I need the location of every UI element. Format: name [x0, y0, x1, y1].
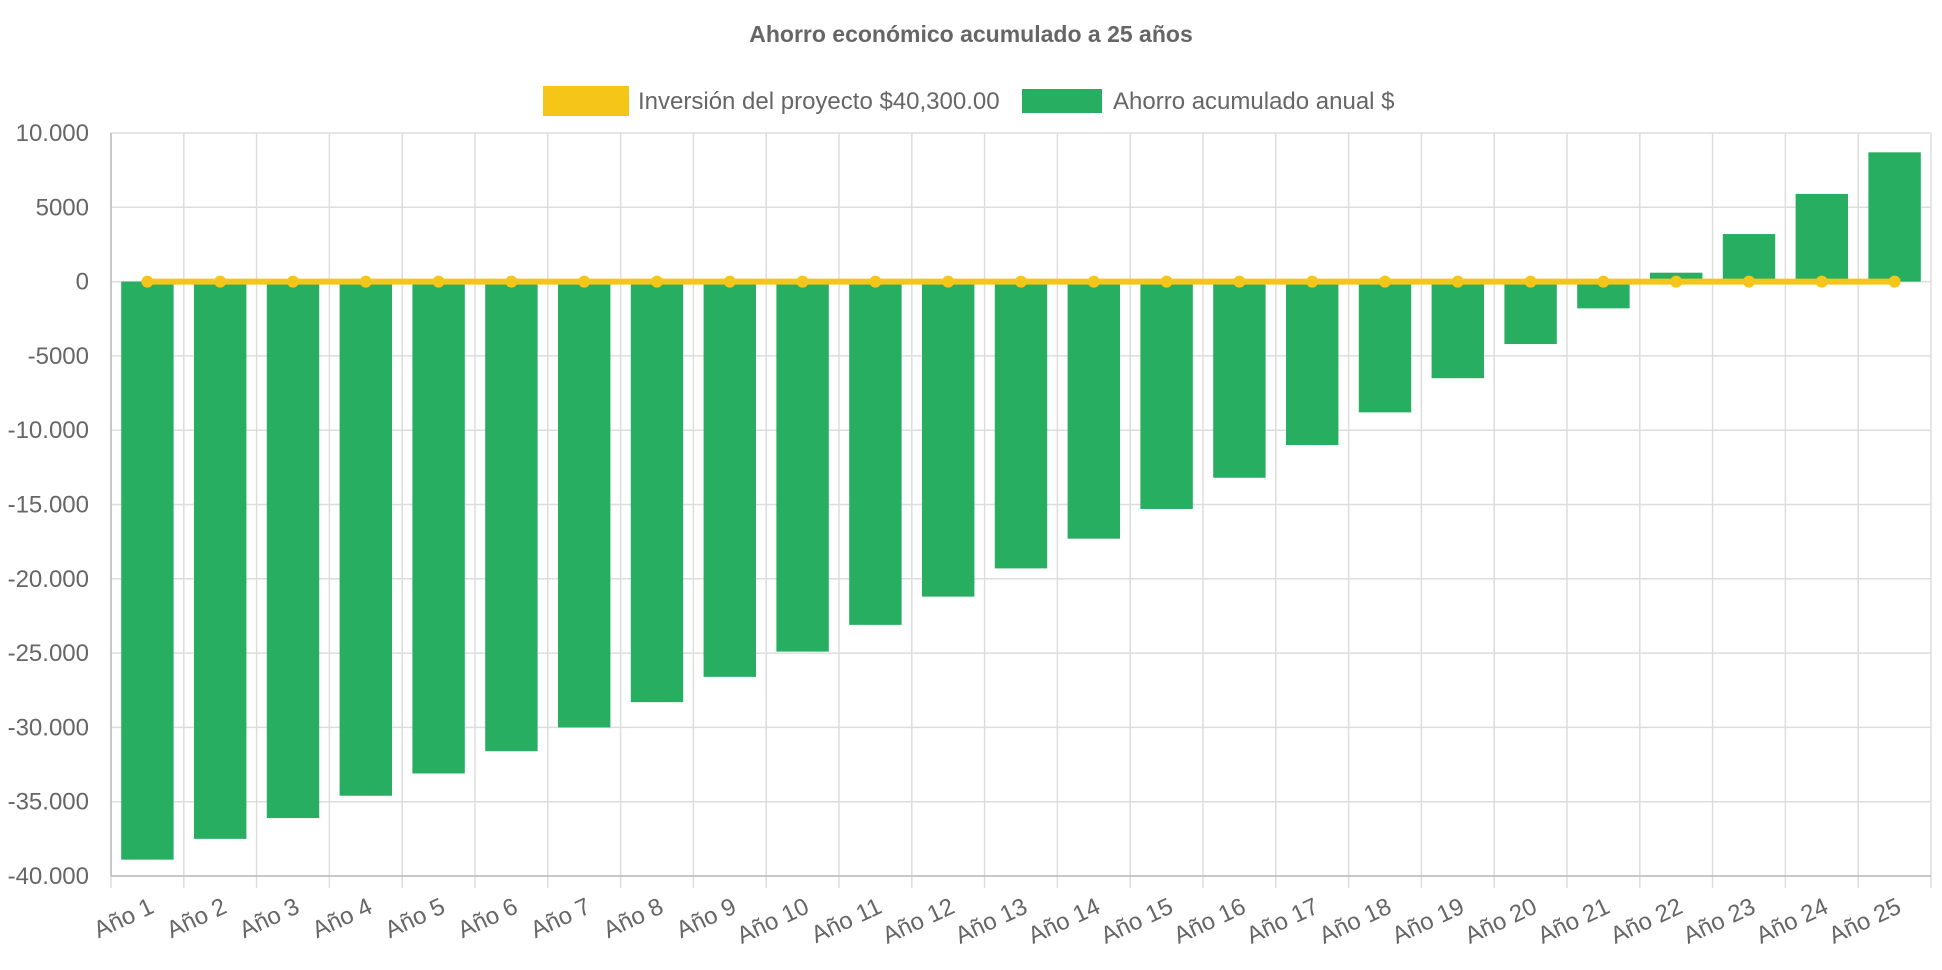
y-tick-label: -15.000	[8, 492, 89, 519]
x-tick-label: Año 14	[1024, 893, 1104, 950]
investment-point-3[interactable]	[287, 275, 299, 288]
x-tick-label: Año 17	[1242, 893, 1322, 950]
bar-23[interactable]	[1722, 234, 1776, 282]
bar-25[interactable]	[1868, 152, 1921, 282]
bar-1[interactable]	[121, 281, 174, 860]
x-tick-label: Año 4	[308, 893, 376, 944]
bar-17[interactable]	[1285, 281, 1339, 446]
x-tick-label: Año 13	[951, 893, 1031, 950]
bar-18[interactable]	[1358, 281, 1412, 413]
bar-7[interactable]	[557, 281, 611, 728]
bar-14[interactable]	[1067, 281, 1121, 539]
bar-15[interactable]	[1140, 281, 1193, 509]
x-tick-label: Año 25	[1825, 893, 1905, 950]
x-tick-label: Año 23	[1679, 893, 1759, 950]
investment-point-4[interactable]	[359, 275, 372, 288]
bar-2[interactable]	[193, 281, 247, 839]
bar-13[interactable]	[994, 281, 1048, 569]
bar-6[interactable]	[485, 281, 538, 752]
bar-8[interactable]	[630, 281, 684, 703]
y-tick-label: -10.000	[8, 417, 89, 444]
investment-point-10[interactable]	[796, 275, 809, 288]
x-tick-label: Año 20	[1461, 893, 1541, 950]
investment-point-23[interactable]	[1743, 275, 1755, 288]
investment-point-1[interactable]	[141, 275, 154, 288]
x-tick-label: Año 22	[1606, 893, 1686, 950]
x-tick-label: Año 1	[90, 893, 158, 944]
investment-point-24[interactable]	[1815, 275, 1828, 288]
bar-5[interactable]	[412, 281, 465, 774]
x-tick-label: Año 8	[599, 893, 667, 944]
bars	[121, 152, 1921, 860]
investment-point-19[interactable]	[1451, 275, 1464, 288]
investment-point-5[interactable]	[432, 275, 445, 288]
x-tick-label: Año 6	[454, 893, 522, 944]
x-tick-label: Año 5	[381, 893, 449, 944]
x-tick-label: Año 21	[1534, 893, 1614, 950]
investment-point-6[interactable]	[505, 275, 518, 288]
investment-point-7[interactable]	[578, 275, 591, 288]
x-tick-label: Año 11	[807, 893, 886, 949]
legend-swatch-savings[interactable]	[1022, 89, 1102, 113]
y-axis-ticks: 10.000 5000 0 -5000 -10.000 -15.000 -20.000 -25…	[8, 120, 89, 890]
y-tick-label: -5000	[28, 343, 89, 370]
bar-3[interactable]	[266, 281, 320, 819]
investment-point-16[interactable]	[1233, 275, 1246, 288]
chart-title: Ahorro económico acumulado a 25 años	[749, 21, 1193, 47]
bar-19[interactable]	[1431, 281, 1485, 379]
legend-label-investment[interactable]: Inversión del proyecto $40,300.00	[638, 88, 1000, 115]
x-tick-label: Año 2	[162, 893, 230, 944]
legend: Inversión del proyecto $40,300.00 Ahorro…	[543, 86, 1395, 116]
x-tick-label: Año 12	[878, 893, 958, 950]
investment-point-14[interactable]	[1087, 275, 1100, 288]
investment-point-25[interactable]	[1888, 275, 1901, 288]
investment-point-15[interactable]	[1160, 275, 1173, 288]
y-tick-label: -35.000	[8, 789, 89, 816]
x-tick-label: Año 24	[1752, 893, 1832, 950]
investment-point-18[interactable]	[1379, 275, 1391, 288]
investment-point-20[interactable]	[1524, 275, 1537, 288]
bar-12[interactable]	[921, 281, 975, 597]
x-axis-ticks: Año 1 Año 2 Año 3 Año 4 Año 5 Año 6 Año 7 Año 8…	[90, 893, 1905, 950]
investment-point-22[interactable]	[1670, 275, 1683, 288]
legend-swatch-investment[interactable]	[543, 86, 629, 116]
investment-point-13[interactable]	[1015, 275, 1027, 288]
y-tick-label: -40.000	[8, 863, 89, 890]
investment-points	[141, 275, 1901, 288]
x-tick-label: Año 18	[1315, 893, 1395, 950]
bar-24[interactable]	[1795, 193, 1849, 282]
bar-20[interactable]	[1504, 281, 1557, 345]
y-tick-label: -30.000	[8, 714, 89, 741]
y-tick-label: -25.000	[8, 640, 89, 667]
x-tick-label: Año 16	[1170, 893, 1250, 950]
y-tick-label: 10.000	[16, 120, 89, 147]
bar-4[interactable]	[339, 281, 393, 796]
bar-10[interactable]	[776, 281, 829, 652]
y-tick-label: 0	[76, 269, 89, 296]
x-tick-label: Año 10	[733, 893, 813, 950]
x-tick-label: Año 19	[1388, 893, 1468, 950]
x-tick-label: Año 7	[526, 893, 594, 944]
investment-point-21[interactable]	[1597, 275, 1610, 288]
bar-16[interactable]	[1213, 281, 1266, 478]
investment-point-11[interactable]	[869, 275, 882, 288]
x-tick-label: Año 3	[235, 893, 303, 944]
bar-9[interactable]	[703, 281, 757, 677]
x-tick-label: Año 15	[1097, 893, 1177, 950]
y-tick-label: -20.000	[8, 566, 89, 593]
x-tick-label: Año 9	[672, 893, 740, 944]
bar-11[interactable]	[849, 281, 902, 625]
investment-point-2[interactable]	[214, 275, 227, 288]
investment-point-12[interactable]	[942, 275, 955, 288]
legend-label-savings[interactable]: Ahorro acumulado anual $	[1113, 88, 1395, 115]
y-tick-label: 5000	[36, 194, 89, 221]
investment-point-17[interactable]	[1306, 275, 1319, 288]
investment-point-8[interactable]	[651, 275, 663, 288]
investment-point-9[interactable]	[723, 275, 736, 288]
